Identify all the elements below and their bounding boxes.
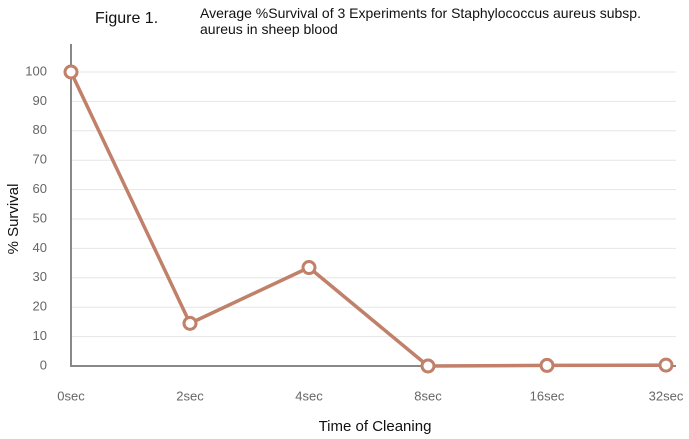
y-tick-label: 70 bbox=[33, 152, 47, 167]
point bbox=[182, 315, 198, 331]
y-tick-label: 80 bbox=[33, 122, 47, 137]
x-tick-label: 4sec bbox=[295, 388, 323, 403]
chart-title: Average %Survival of 3 Experiments for S… bbox=[200, 5, 641, 37]
y-tick-label: 10 bbox=[33, 328, 47, 343]
point bbox=[420, 358, 436, 374]
line bbox=[69, 71, 667, 368]
x-axis-label: Time of Cleaning bbox=[319, 418, 432, 435]
point bbox=[301, 260, 317, 276]
y-tick-label: 60 bbox=[33, 181, 47, 196]
y-tick-label: 100 bbox=[25, 63, 47, 78]
y-axis-label: % Survival bbox=[5, 184, 22, 255]
y-tick-label: 90 bbox=[33, 93, 47, 108]
y-tick-label: 50 bbox=[33, 210, 47, 225]
x-tick-label: 16sec bbox=[530, 388, 565, 403]
x-tick-label: 8sec bbox=[414, 388, 442, 403]
x-tick-label: 32sec bbox=[649, 388, 684, 403]
y-tick-label: 20 bbox=[33, 299, 47, 314]
point bbox=[658, 357, 674, 373]
y-tick-label: 0 bbox=[40, 357, 47, 372]
point bbox=[63, 64, 79, 80]
x-tick-label: 0sec bbox=[57, 388, 85, 403]
x-tick-label: 2sec bbox=[176, 388, 204, 403]
y-tick-label: 40 bbox=[33, 240, 47, 255]
y-tick-label: 30 bbox=[33, 269, 47, 284]
figure-label: Figure 1. bbox=[95, 10, 159, 27]
point bbox=[539, 357, 555, 373]
